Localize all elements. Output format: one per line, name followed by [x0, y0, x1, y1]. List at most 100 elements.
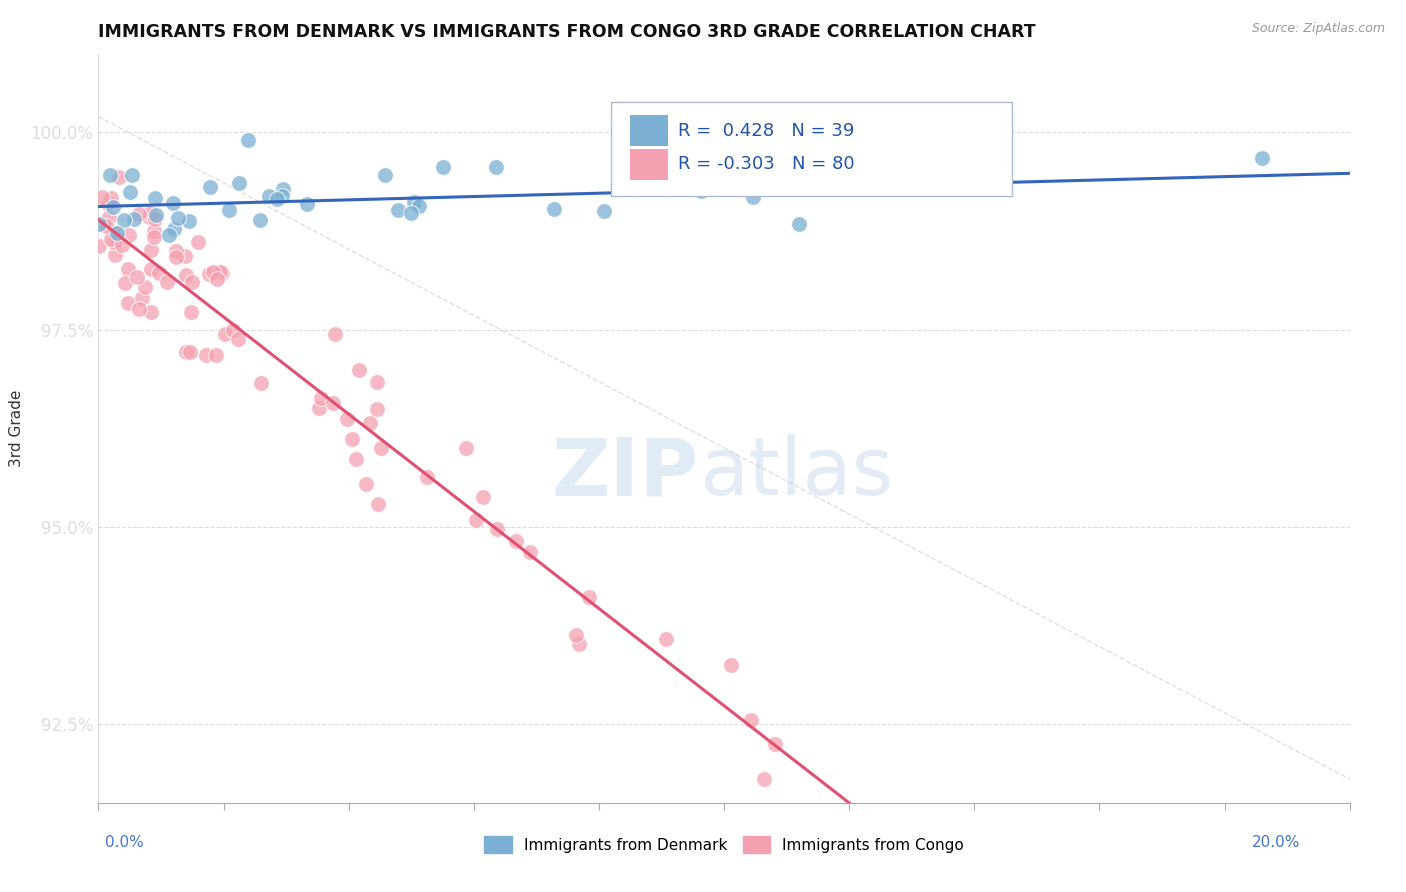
Point: [174, 345, 197, 359]
Point: [128, 301, 150, 316]
Point: [236, 132, 259, 146]
Point: [148, 266, 170, 280]
Point: [107, 169, 129, 184]
Point: [311, 391, 333, 405]
Text: ZIP: ZIP: [551, 434, 699, 512]
Point: [271, 182, 294, 196]
Point: [1251, 152, 1274, 166]
Point: [387, 202, 409, 217]
Point: [100, 232, 122, 246]
Point: [336, 412, 359, 426]
Point: [138, 211, 160, 225]
Point: [117, 261, 139, 276]
Point: [408, 198, 430, 212]
Point: [165, 250, 187, 264]
Text: 20.0%: 20.0%: [1253, 836, 1301, 850]
Point: [454, 441, 477, 455]
Point: [789, 217, 811, 231]
Point: [143, 230, 166, 244]
Point: [134, 280, 156, 294]
Point: [720, 657, 742, 672]
Point: [198, 180, 221, 194]
Point: [163, 221, 186, 235]
Point: [131, 291, 153, 305]
Point: [366, 402, 388, 417]
Legend: Immigrants from Denmark, Immigrants from Congo: Immigrants from Denmark, Immigrants from…: [478, 830, 970, 859]
Point: [162, 196, 184, 211]
Point: [565, 628, 588, 642]
Point: [366, 376, 388, 390]
Point: [519, 545, 541, 559]
Point: [101, 200, 124, 214]
Point: [432, 160, 454, 174]
Text: R =  0.428   N = 39: R = 0.428 N = 39: [678, 121, 855, 140]
FancyBboxPatch shape: [612, 103, 1012, 196]
Text: IMMIGRANTS FROM DENMARK VS IMMIGRANTS FROM CONGO 3RD GRADE CORRELATION CHART: IMMIGRANTS FROM DENMARK VS IMMIGRANTS FR…: [98, 23, 1036, 41]
Point: [202, 265, 225, 279]
Point: [118, 185, 141, 199]
Point: [117, 296, 139, 310]
Point: [112, 213, 135, 227]
Point: [266, 192, 288, 206]
Point: [543, 202, 565, 216]
Point: [690, 184, 713, 198]
Point: [139, 206, 162, 220]
Point: [174, 249, 197, 263]
Point: [249, 213, 271, 227]
Point: [98, 168, 121, 182]
Point: [228, 332, 250, 346]
Point: [167, 211, 190, 225]
Point: [121, 169, 143, 183]
Point: [179, 345, 201, 359]
Point: [921, 176, 943, 190]
Point: [128, 207, 150, 221]
Point: [593, 204, 616, 219]
Point: [401, 206, 423, 220]
Text: R = -0.303   N = 80: R = -0.303 N = 80: [678, 155, 855, 173]
Point: [104, 226, 127, 240]
Point: [204, 348, 226, 362]
FancyBboxPatch shape: [630, 115, 668, 146]
Point: [322, 396, 344, 410]
Point: [578, 590, 600, 604]
Point: [340, 432, 363, 446]
Point: [257, 189, 280, 203]
Point: [156, 275, 179, 289]
Point: [655, 632, 678, 646]
Point: [354, 477, 377, 491]
Point: [187, 235, 209, 249]
Point: [141, 243, 163, 257]
Point: [416, 469, 439, 483]
Point: [485, 161, 508, 175]
Point: [139, 262, 162, 277]
Point: [180, 275, 202, 289]
Point: [87, 218, 110, 232]
Text: atlas: atlas: [699, 434, 893, 512]
Point: [165, 244, 187, 258]
Point: [157, 227, 180, 242]
Point: [465, 513, 488, 527]
Point: [270, 189, 292, 203]
Point: [98, 210, 121, 224]
Point: [198, 267, 221, 281]
FancyBboxPatch shape: [630, 149, 668, 180]
Text: Source: ZipAtlas.com: Source: ZipAtlas.com: [1251, 22, 1385, 36]
Point: [91, 190, 114, 204]
Point: [118, 228, 141, 243]
Point: [195, 349, 218, 363]
Point: [741, 189, 763, 203]
Point: [174, 268, 197, 283]
Point: [143, 191, 166, 205]
Point: [177, 214, 200, 228]
Point: [211, 266, 233, 280]
Point: [308, 401, 330, 416]
Point: [249, 376, 271, 390]
Point: [505, 534, 527, 549]
Point: [104, 248, 127, 262]
Point: [367, 497, 389, 511]
Point: [214, 326, 236, 341]
Point: [97, 195, 120, 210]
Point: [740, 713, 762, 727]
Point: [374, 168, 396, 182]
Point: [471, 490, 494, 504]
